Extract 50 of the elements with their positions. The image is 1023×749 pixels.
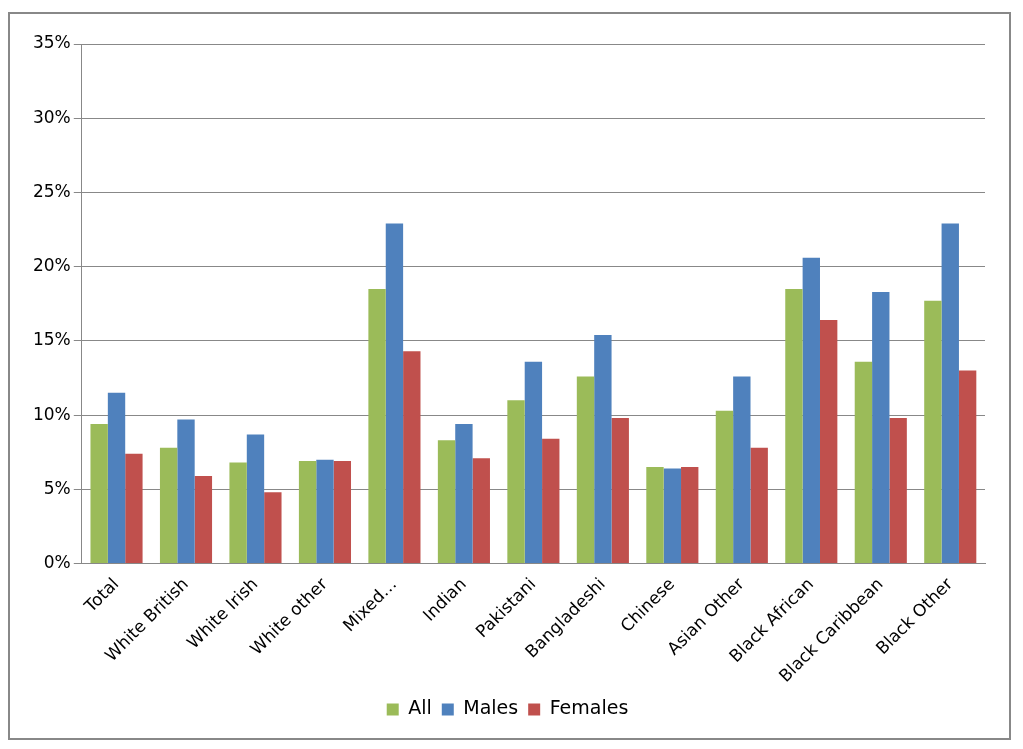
bar	[472, 458, 490, 564]
y-tick-label: 25%	[32, 180, 71, 201]
bar	[750, 447, 768, 564]
bar	[889, 418, 907, 564]
y-tick-label: 10%	[32, 403, 71, 424]
bar	[802, 257, 820, 564]
bar	[403, 351, 421, 564]
bar	[854, 361, 873, 564]
bar	[177, 419, 195, 564]
bar	[125, 453, 143, 564]
legend-label: Females	[549, 696, 629, 719]
bar	[611, 418, 629, 564]
legend-label: All	[408, 696, 432, 719]
y-tick-label: 35%	[32, 32, 71, 53]
bar	[507, 400, 525, 564]
bar	[681, 467, 699, 564]
bar	[194, 475, 213, 564]
bar	[941, 223, 959, 564]
legend-label: Males	[463, 696, 519, 719]
bar	[576, 376, 595, 564]
bar	[958, 370, 977, 564]
bar	[924, 300, 942, 564]
bar	[819, 320, 838, 564]
bar	[333, 461, 352, 564]
bar	[542, 438, 560, 564]
bar	[229, 462, 247, 564]
bar	[872, 291, 890, 564]
y-tick-label: 0%	[43, 551, 71, 572]
bar	[159, 447, 178, 564]
bar	[107, 392, 126, 564]
bar	[264, 492, 282, 564]
bar	[715, 410, 734, 564]
y-tick-label: 20%	[32, 255, 71, 276]
bar	[646, 467, 664, 564]
bar	[733, 376, 751, 564]
y-tick-label: 30%	[32, 106, 71, 127]
bar	[90, 424, 108, 564]
bar	[455, 424, 473, 564]
bar	[785, 288, 803, 564]
y-tick-label: 5%	[43, 477, 71, 498]
bar	[298, 461, 317, 564]
y-tick-label: 15%	[32, 329, 71, 350]
bar	[437, 440, 456, 564]
bar	[316, 459, 334, 564]
bar	[385, 223, 404, 564]
bar	[663, 468, 682, 564]
bar	[594, 334, 612, 564]
bar	[524, 361, 543, 564]
bar	[246, 434, 265, 564]
bar	[368, 288, 386, 564]
